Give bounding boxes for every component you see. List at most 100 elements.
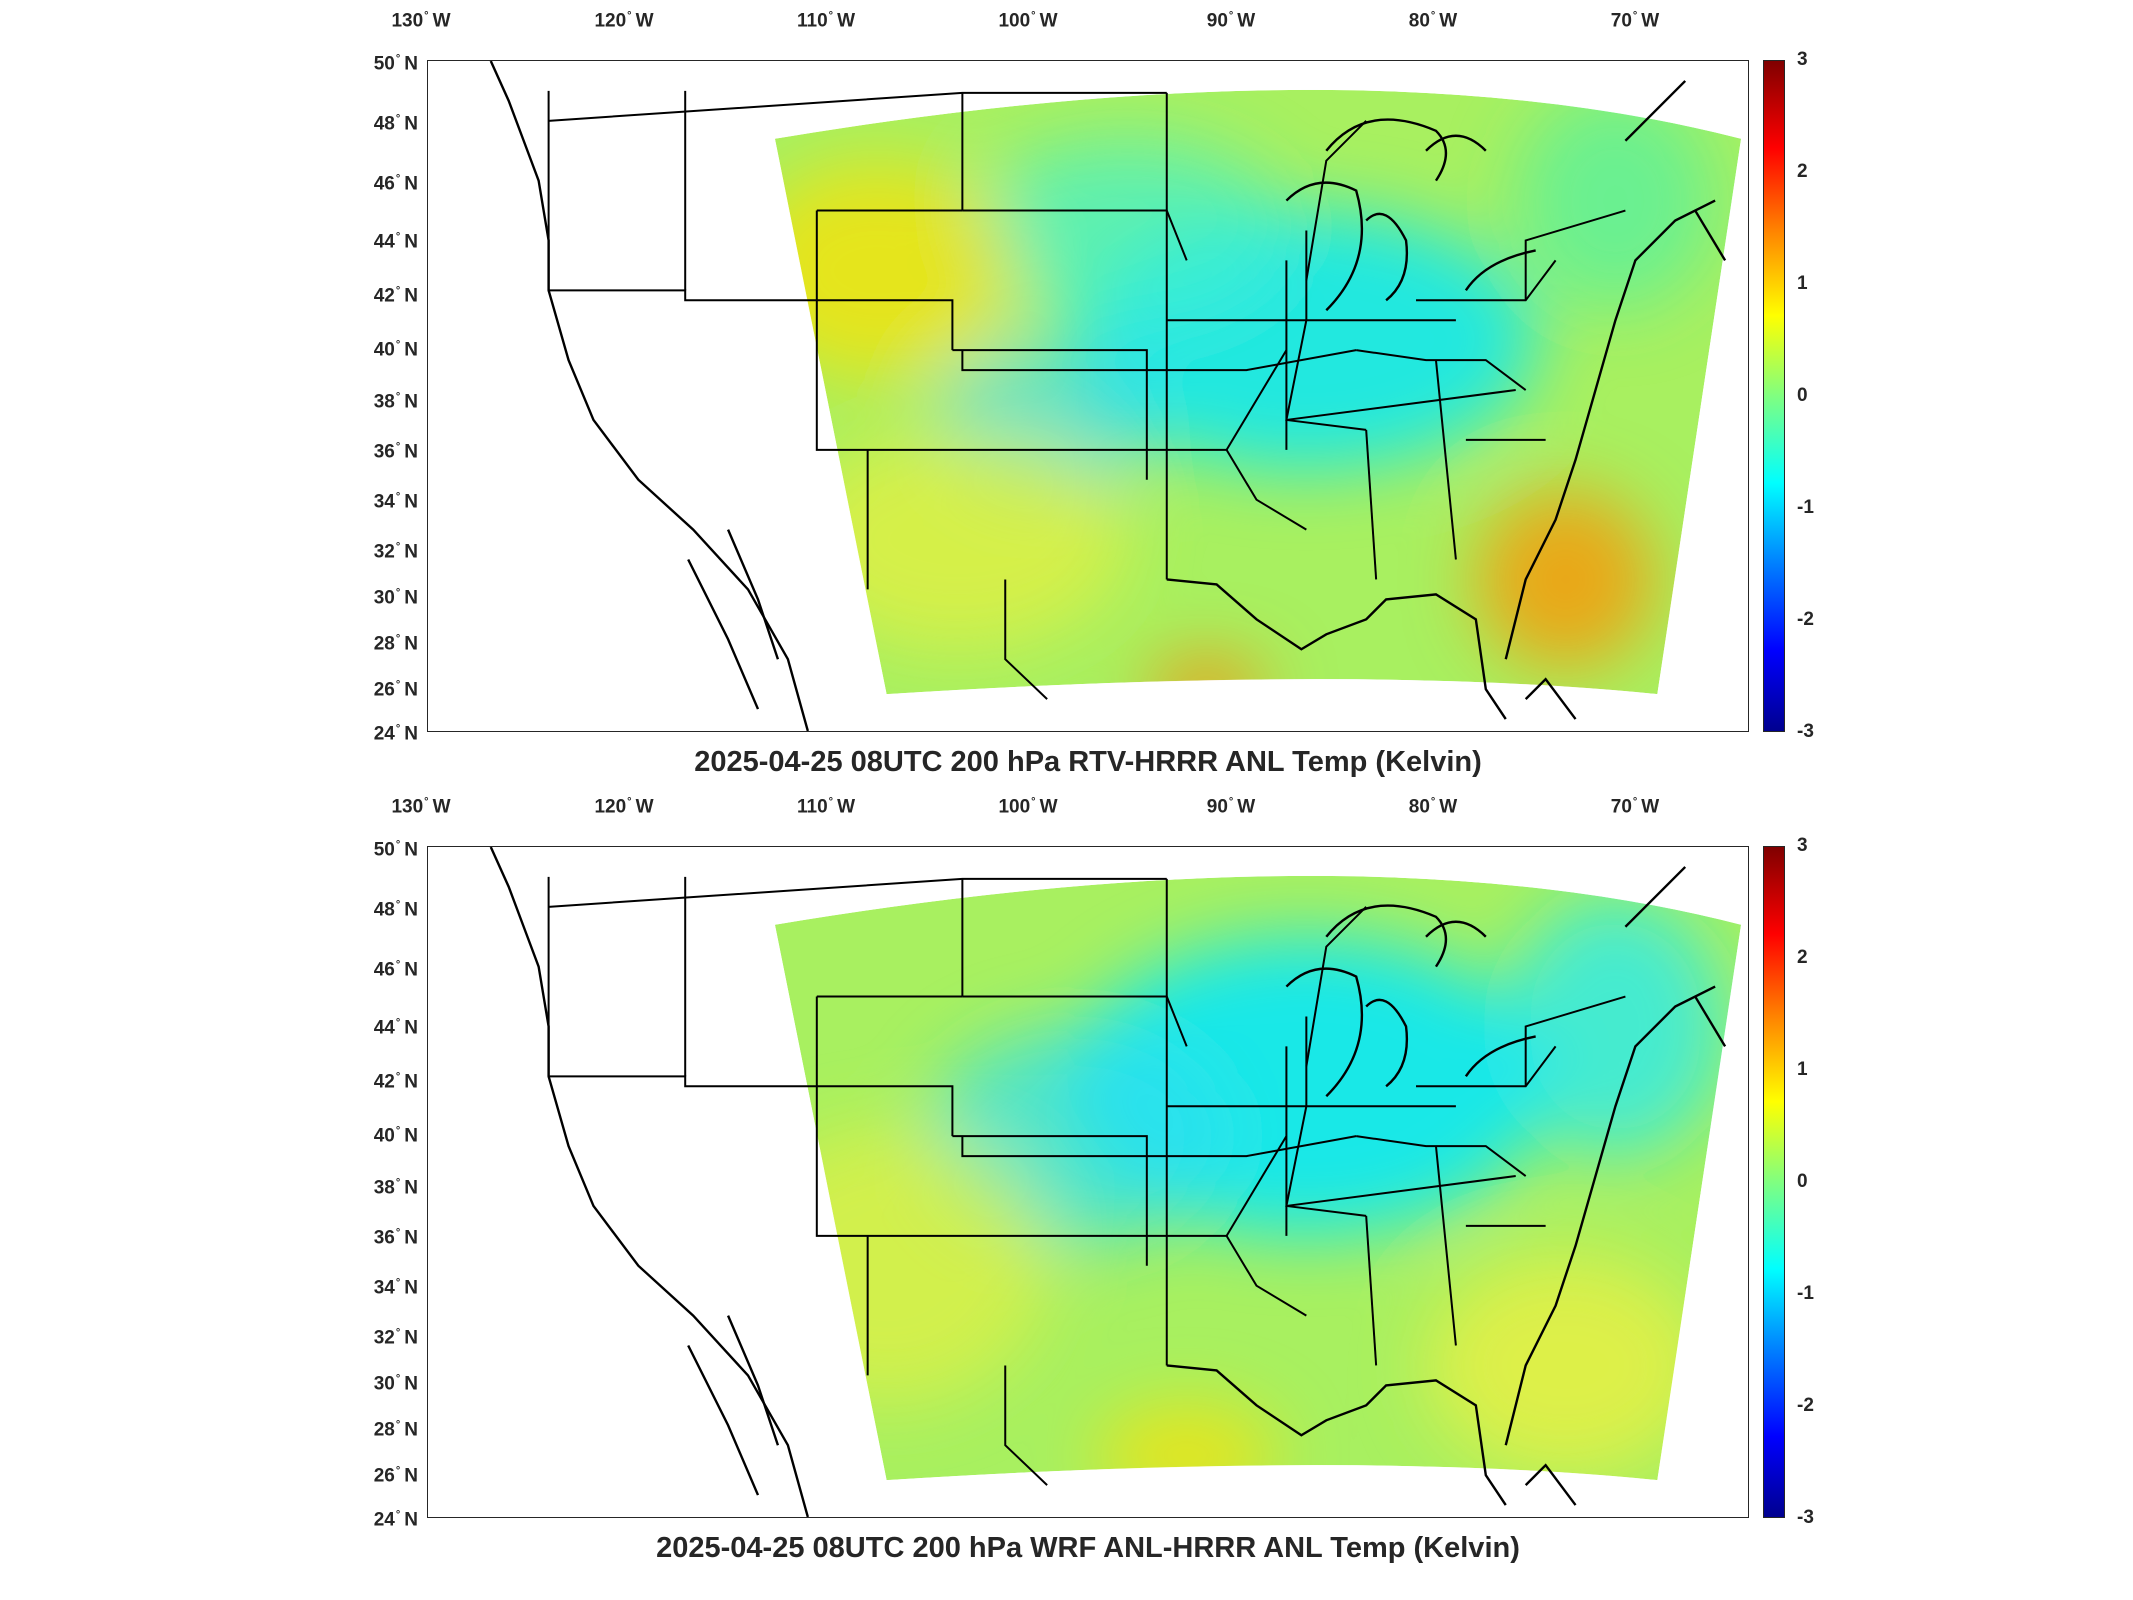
latitude-tick-label: 30° N [338, 1373, 418, 1395]
coastline [1365, 998, 1408, 1088]
coastline [1425, 920, 1487, 938]
degree-symbol: ° [395, 391, 401, 403]
latitude-tick-label: 40° N [338, 1125, 418, 1147]
map-frame [427, 846, 1749, 1518]
coastline [1325, 904, 1448, 968]
coastline [1464, 249, 1536, 291]
hemisphere-suffix: N [404, 1177, 418, 1199]
longitude-tick-label: 70° W [1611, 10, 1659, 32]
coastline [1325, 118, 1448, 182]
tick-value: 120 [594, 796, 627, 818]
state-border-line [1365, 429, 1378, 580]
tick-value: 48 [373, 113, 395, 135]
tick-value: 50 [373, 839, 395, 861]
colorbar-tick-label: 3 [1797, 49, 1808, 70]
hemisphere-suffix: N [404, 285, 418, 307]
degree-symbol: ° [395, 679, 401, 691]
latitude-tick-label: 32° N [338, 541, 418, 563]
longitude-tick-label: 100° W [998, 796, 1057, 818]
latitude-tick-label: 28° N [338, 633, 418, 655]
tick-value: 36 [373, 1227, 395, 1249]
latitude-tick-label: 24° N [338, 723, 418, 745]
tick-value: 42 [373, 1071, 395, 1093]
degree-symbol: ° [828, 796, 834, 808]
longitude-tick-label: 80° W [1409, 10, 1457, 32]
tick-value: 80 [1408, 796, 1430, 818]
coastline [1694, 209, 1727, 262]
hemisphere-suffix: N [404, 1373, 418, 1395]
tick-value: 24 [373, 723, 395, 745]
tick-value: 100 [998, 10, 1031, 32]
field-anomaly-region [1475, 489, 1656, 670]
coastline [726, 1315, 780, 1446]
tick-value: 120 [594, 10, 627, 32]
state-borders [547, 876, 1626, 1486]
state-border-line [961, 1135, 1357, 1158]
tick-value: 26 [373, 679, 395, 701]
hemisphere-suffix: N [404, 679, 418, 701]
hemisphere-suffix: N [404, 1017, 418, 1039]
state-border-line [1305, 120, 1367, 281]
coastline [1285, 967, 1364, 1098]
degree-symbol: ° [395, 53, 401, 65]
degree-symbol: ° [395, 1071, 401, 1083]
degree-symbol: ° [395, 723, 401, 735]
degree-symbol: ° [627, 796, 632, 808]
hemisphere-suffix: N [404, 391, 418, 413]
state-border-line [952, 349, 1148, 480]
degree-symbol: ° [395, 1227, 401, 1239]
hemisphere-suffix: N [404, 1227, 418, 1249]
state-borders [547, 90, 1626, 700]
degree-symbol: ° [395, 839, 401, 851]
latitude-tick-label: 44° N [338, 231, 418, 253]
colorbar-tick-label: 0 [1797, 1171, 1808, 1192]
state-border-line [1004, 1365, 1048, 1486]
tick-value: 34 [373, 1277, 395, 1299]
latitude-tick-label: 34° N [338, 1277, 418, 1299]
degree-symbol: ° [395, 113, 401, 125]
coastline [1694, 995, 1727, 1048]
tick-value: 24 [373, 1509, 395, 1531]
degree-symbol: ° [1031, 10, 1036, 22]
field-anomaly-region [787, 429, 1127, 650]
state-border-line [1356, 349, 1527, 391]
degree-symbol: ° [395, 899, 401, 911]
hemisphere-suffix: N [404, 959, 418, 981]
coastline [1425, 134, 1487, 152]
longitude-tick-label: 90° W [1207, 10, 1255, 32]
state-border-line [1356, 1135, 1527, 1177]
tick-value: 30 [373, 1373, 395, 1395]
latitude-tick-label: 24° N [338, 1509, 418, 1531]
colorbar-tick-label: 1 [1797, 273, 1808, 294]
tick-value: 30 [373, 587, 395, 609]
degree-symbol: ° [1228, 10, 1234, 22]
map-title: 2025-04-25 08UTC 200 hPa RTV-HRRR ANL Te… [694, 746, 1482, 778]
field-anomaly-region [1096, 1405, 1277, 1481]
hemisphere-suffix: W [1237, 796, 1256, 818]
hemisphere-suffix: N [404, 173, 418, 195]
hemisphere-suffix: N [404, 723, 418, 745]
state-border-line [816, 1085, 954, 1137]
hemisphere-suffix: W [1439, 796, 1458, 818]
coastline [1624, 80, 1687, 142]
coastline [1504, 199, 1716, 660]
latitude-tick-label: 34° N [338, 491, 418, 513]
field-anomaly-region [774, 1126, 1048, 1406]
degree-symbol: ° [395, 1017, 401, 1029]
hemisphere-suffix: N [404, 53, 418, 75]
tick-value: 38 [373, 391, 395, 413]
degree-symbol: ° [1430, 796, 1436, 808]
state-border-line [1225, 349, 1288, 451]
degree-symbol: ° [1031, 796, 1036, 808]
field-anomaly-region [774, 160, 1018, 381]
tick-value: 26 [373, 1465, 395, 1487]
degree-symbol: ° [395, 1277, 401, 1289]
state-border-line [547, 90, 817, 302]
longitude-tick-label: 130° W [391, 796, 450, 818]
hemisphere-suffix: W [432, 10, 451, 32]
degree-symbol: ° [395, 1125, 401, 1137]
hemisphere-suffix: N [404, 899, 418, 921]
tick-value: 40 [373, 1125, 395, 1147]
state-border-line [1286, 389, 1516, 421]
tick-value: 36 [373, 441, 395, 463]
